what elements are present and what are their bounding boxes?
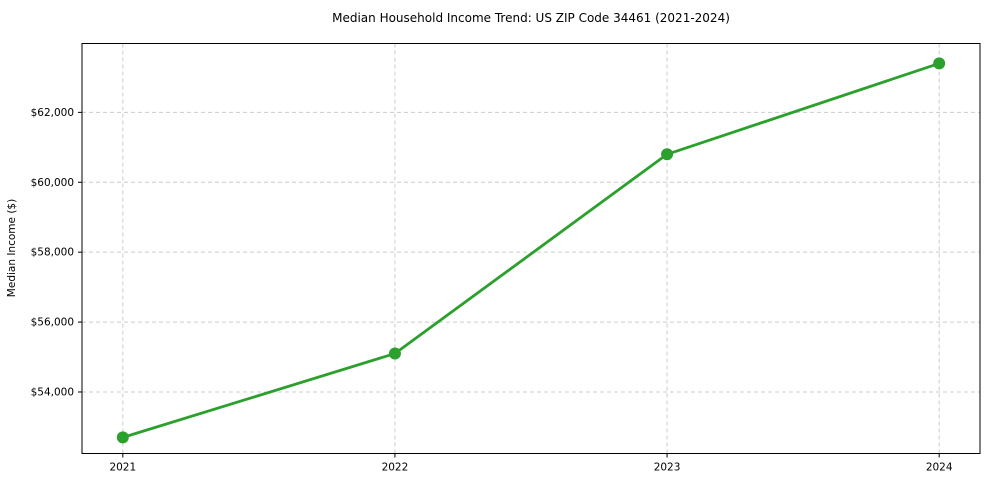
x-tick-label: 2024 (926, 462, 953, 474)
y-axis-label: Median Income ($) (6, 199, 18, 297)
y-tick-label: $54,000 (31, 386, 74, 398)
data-point-2021 (116, 431, 129, 444)
x-tick-label: 2021 (109, 462, 136, 474)
data-point-2022 (388, 347, 401, 360)
y-tick-label: $60,000 (31, 177, 74, 189)
data-point-2024 (933, 57, 946, 70)
y-tick-label: $56,000 (31, 317, 74, 329)
data-point-2023 (661, 148, 674, 161)
x-tick-label: 2022 (382, 462, 409, 474)
chart-title: Median Household Income Trend: US ZIP Co… (332, 11, 730, 25)
y-tick-label: $62,000 (31, 107, 74, 119)
plot-area: $54,000 $56,000 $58,000 $60,000 $62,000 2021 2… (31, 43, 981, 474)
plot-border (81, 43, 981, 454)
trend-line (121, 62, 941, 439)
x-tick-label: 2023 (654, 462, 681, 474)
y-tick-label: $58,000 (31, 247, 74, 259)
